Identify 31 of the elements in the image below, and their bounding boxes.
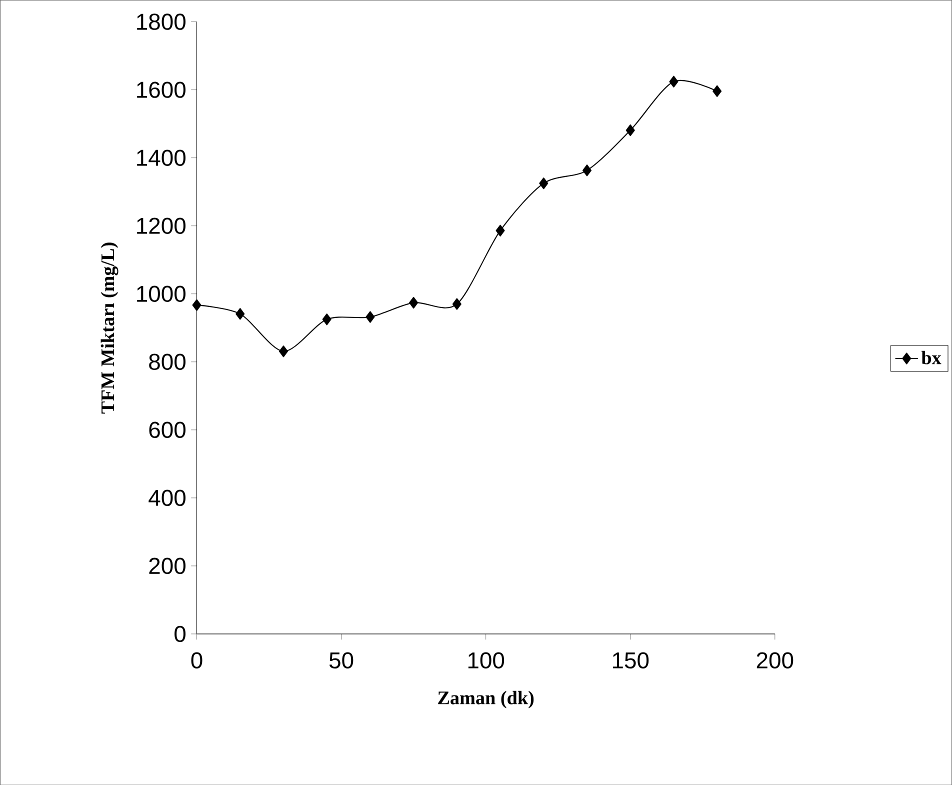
y-tick-label: 200: [149, 558, 186, 574]
y-tick-label: 1200: [137, 218, 186, 234]
point: [582, 164, 592, 176]
y-tick-label: 0: [174, 626, 186, 642]
y-axis-title: TFM Miktarı (mg/L): [100, 242, 118, 414]
y-tick-label: 1000: [137, 286, 186, 302]
x-tick-label: 50: [329, 652, 354, 668]
point: [452, 298, 462, 310]
point: [278, 345, 288, 357]
y-tick-label: 400: [148, 490, 186, 506]
x-tick-label: 0: [191, 652, 202, 668]
point: [712, 85, 722, 97]
y-tick-label: 1600: [137, 82, 186, 98]
x-tick-label: 100: [468, 652, 504, 668]
y-tick-label: 1800: [137, 14, 186, 30]
point: [409, 296, 418, 308]
x-tick-label: 150: [612, 652, 649, 668]
y-tick-label: 800: [149, 354, 186, 370]
point: [496, 224, 505, 236]
point: [366, 310, 375, 323]
point: [539, 177, 548, 189]
y-tick-label: 600: [149, 422, 186, 438]
point: [236, 308, 245, 320]
x-axis-title: Zaman (dk): [438, 690, 534, 708]
point: [669, 76, 678, 88]
point: [192, 299, 202, 311]
point: [322, 313, 332, 326]
legend-label: bx: [921, 350, 942, 364]
point: [626, 124, 635, 136]
x-tick-label: 200: [756, 652, 794, 668]
y-tick-label: 1400: [137, 150, 186, 166]
